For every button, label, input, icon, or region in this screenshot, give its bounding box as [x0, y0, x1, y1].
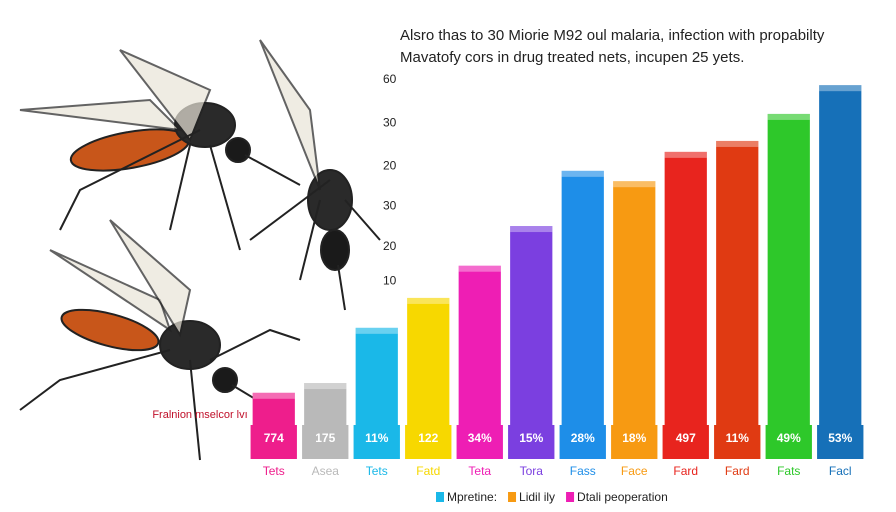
bar-highlight	[355, 327, 398, 334]
value-box	[662, 425, 709, 459]
value-box	[765, 425, 812, 459]
mosquito-illustration	[19, 39, 381, 461]
value-box	[714, 425, 761, 459]
legend-label: Dtali peoperation	[577, 490, 668, 504]
bar	[767, 113, 810, 426]
annotation-note: Fralnion mselcor lvı	[152, 409, 247, 421]
bar	[510, 226, 553, 425]
value-box-label: 49%	[777, 431, 801, 445]
bar	[716, 140, 759, 425]
y-tick-label: 10	[383, 273, 397, 287]
value-box	[250, 425, 297, 459]
legend-label: Mpretine:	[447, 490, 497, 504]
bar	[613, 181, 656, 425]
bar-highlight	[613, 181, 656, 188]
bar	[304, 383, 347, 425]
legend-swatch	[508, 492, 517, 502]
bar	[407, 297, 450, 425]
y-tick-label: 60	[383, 72, 397, 86]
legend-swatch	[436, 492, 444, 502]
chart-title: Alsro thas to 30 Miorie M92 oul malaria,…	[400, 27, 825, 44]
bar-highlight	[664, 151, 707, 158]
value-box	[611, 425, 658, 459]
y-tick-label: 30	[383, 115, 397, 129]
bar-highlight	[252, 392, 295, 399]
legend-swatch	[566, 492, 575, 502]
bar	[458, 265, 501, 425]
value-box-label: 53%	[828, 431, 852, 445]
x-tick-label: Fats	[777, 464, 800, 478]
value-box	[353, 425, 400, 459]
bar-highlight	[407, 297, 450, 304]
value-box-label: 11%	[726, 431, 750, 445]
value-box	[405, 425, 452, 459]
value-box-label: 11%	[365, 431, 389, 445]
x-tick-label: Asea	[312, 464, 340, 478]
value-box	[302, 425, 349, 459]
bar	[664, 151, 707, 425]
value-box-label: 122	[418, 431, 438, 445]
bar	[355, 327, 398, 425]
y-tick-label: 30	[383, 199, 397, 213]
value-box-label: 18%	[622, 431, 646, 445]
value-box-label: 34%	[468, 431, 492, 445]
bar	[819, 85, 862, 426]
y-tick-label: 20	[383, 239, 397, 253]
value-box-label: 15%	[519, 431, 543, 445]
value-box-label: 774	[264, 431, 284, 445]
bar-highlight	[767, 113, 810, 120]
value-box-label: 28%	[571, 431, 595, 445]
bar-highlight	[716, 140, 759, 147]
x-tick-label: Tora	[520, 464, 544, 478]
bar	[561, 170, 604, 425]
x-tick-label: Tets	[263, 464, 285, 478]
value-box-label: 175	[315, 431, 335, 445]
x-tick-label: Fatd	[416, 464, 440, 478]
x-tick-label: Fard	[725, 464, 750, 478]
x-tick-label: Teta	[468, 464, 491, 478]
bar	[252, 392, 295, 425]
value-box-label: 497	[676, 431, 696, 445]
x-tick-label: Fard	[673, 464, 698, 478]
value-box	[508, 425, 555, 459]
bar-highlight	[819, 85, 862, 92]
value-box	[817, 425, 864, 459]
legend-label: Lidil ily	[519, 490, 555, 504]
value-box	[456, 425, 503, 459]
value-box	[559, 425, 606, 459]
y-tick-label: 20	[383, 158, 397, 172]
x-tick-label: Fass	[570, 464, 596, 478]
bar-highlight	[510, 226, 553, 233]
bar-highlight	[304, 383, 347, 390]
chart-subtitle: Mavatofy cors in drug treated nets, incu…	[400, 49, 744, 66]
bar-highlight	[561, 170, 604, 177]
x-tick-label: Tets	[366, 464, 388, 478]
x-tick-label: Facl	[829, 464, 852, 478]
bar-highlight	[458, 265, 501, 272]
x-tick-label: Face	[621, 464, 648, 478]
